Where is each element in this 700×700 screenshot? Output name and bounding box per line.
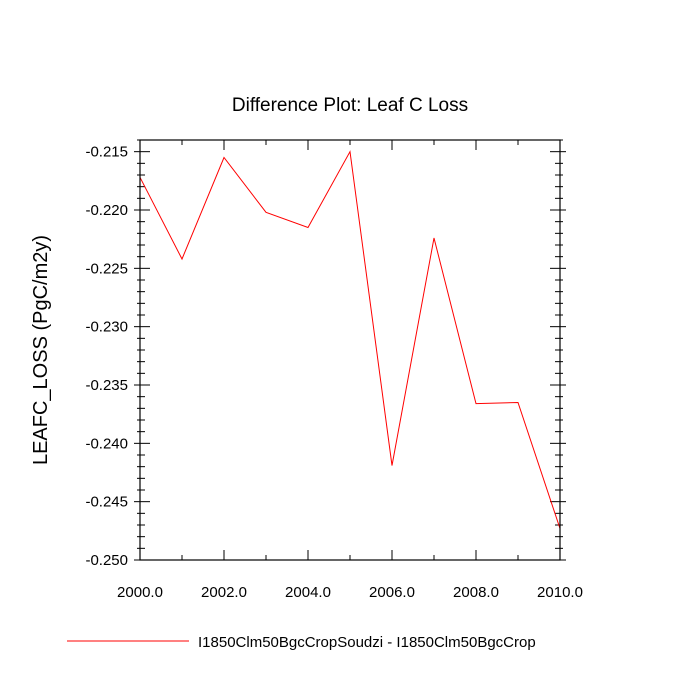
x-tick-label: 2006.0 [369,584,415,601]
y-tick-label: -0.215 [85,144,128,161]
y-tick-label: -0.235 [85,377,128,394]
chart-title: Difference Plot: Leaf C Loss [232,95,468,116]
y-tick-label: -0.240 [85,435,128,452]
series-line-0 [139,150,561,529]
plot-frame [139,139,561,561]
series-layer [139,150,561,529]
x-tick-label: 2010.0 [537,584,583,601]
x-tick-label: 2000.0 [117,584,163,601]
y-tick-label: -0.250 [85,552,128,569]
legend: I1850Clm50BgcCropSoudzi - I1850Clm50BgcC… [67,634,536,651]
axis-ticks: 2000.0 2002.0 2004.0 2006.0 2008.0 2010.0 -0.2… [85,139,583,601]
legend-label: I1850Clm50BgcCropSoudzi - I1850Clm50BgcC… [198,634,536,651]
x-tick-label: 2002.0 [201,584,247,601]
x-tick-label: 2004.0 [285,584,331,601]
y-axis-label: LEAFC_LOSS (PgC/m2y) [30,235,52,465]
y-tick-label: -0.245 [85,494,128,511]
y-tick-label: -0.220 [85,202,128,219]
y-tick-label: -0.230 [85,319,128,336]
x-tick-label: 2008.0 [453,584,499,601]
y-tick-label: -0.225 [85,260,128,277]
